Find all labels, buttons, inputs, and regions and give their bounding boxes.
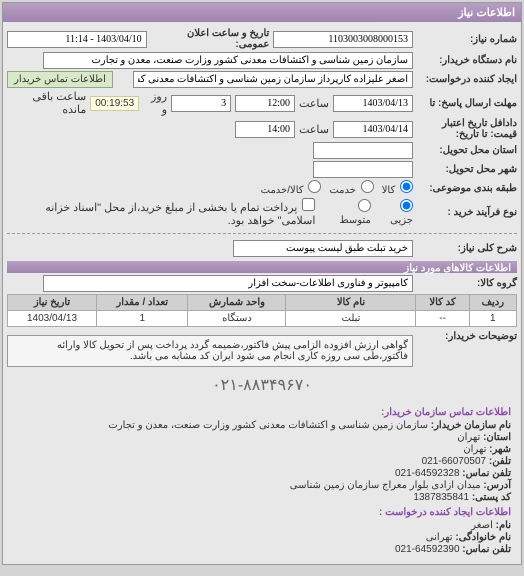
cell-unit: دستگاه (188, 311, 286, 327)
line-fname: نام: اصغر (13, 520, 511, 531)
line-city: شهر: تهران (13, 444, 511, 455)
row-city: شهر محل تحویل: (7, 161, 517, 178)
goods-header: اطلاعات کالاهای مورد نیاز (7, 261, 517, 273)
line-phone: تلفن: 66070507-021 (13, 456, 511, 467)
note-text: گواهی ارزش افزوده الزامی پیش فاکتور،ضمیم… (7, 335, 413, 367)
cell-n: 1 (469, 311, 516, 327)
creator-header: اطلاعات ایجاد کننده درخواست : (13, 507, 511, 518)
timer-remaining: 00:19:53 (90, 96, 139, 111)
line-cphone: تلفن نماس: 64592390-021 (13, 544, 511, 555)
line-province: استان: تهران (13, 432, 511, 443)
label-deadline: مهلت ارسال پاسخ: تا (417, 98, 517, 109)
th-0: ردیف (469, 295, 516, 311)
input-creator[interactable] (133, 71, 413, 88)
label-time-2: ساعت (299, 123, 329, 136)
checkbox-partial[interactable]: پرداخت تمام یا بخشی از مبلغ خرید،از محل … (7, 198, 315, 227)
row-validity: دادافل تاریخ اعتبار قیمت: تا تاریخ: ساعت (7, 118, 517, 140)
fax-large: ۰۲۱-۸۸۳۴۹۶۷۰ (7, 375, 517, 395)
row-budget: طبقه بندی موضوعی: کالا خدمت کالا/خدمت (7, 180, 517, 196)
label-city: شهر محل تحویل: (417, 164, 517, 175)
label-province: استان محل تحویل: (417, 145, 517, 156)
label-budget: طبقه بندی موضوعی: (417, 183, 517, 194)
label-creator: ایجاد کننده درخواست: (417, 74, 517, 85)
label-buyer: نام دستگاه خریدار: (417, 55, 517, 66)
radio-khedmat[interactable]: خدمت (329, 180, 373, 196)
line-post: کد پستی: 1387835841 (13, 492, 511, 503)
label-process: نوع فرآیند خرید : (417, 207, 517, 218)
label-note: توضیحات خریدار: (417, 331, 517, 342)
cell-qty: 1 (97, 311, 188, 327)
input-group[interactable] (43, 275, 413, 292)
input-days[interactable] (171, 95, 231, 112)
cell-name: تبلت (286, 311, 416, 327)
th-1: کد کالا (416, 295, 469, 311)
input-deadline-date[interactable] (333, 95, 413, 112)
main-panel: اطلاعات نیاز شماره نیاز: تاریخ و ساعت اع… (2, 2, 522, 565)
radio-jozee[interactable]: جزیی (379, 199, 413, 226)
panel-body: شماره نیاز: تاریخ و ساعت اعلان عمومی: نا… (3, 22, 521, 564)
label-price-until: قیمت: تا تاریخ: (417, 129, 517, 140)
row-province: استان محل تحویل: (7, 142, 517, 159)
line-org: نام سازمان خریدار: سازمان زمین شناسی و ا… (13, 420, 511, 431)
radio-motavaset[interactable]: متوسط (329, 199, 370, 226)
label-group: گروه کالا: (417, 278, 517, 289)
row-note: توضیحات خریدار: گواهی ارزش افزوده الزامی… (7, 331, 517, 371)
th-5: تاریخ نیاز (8, 295, 97, 311)
row-process: نوع فرآیند خرید : جزیی متوسط پرداخت تمام… (7, 198, 517, 227)
input-province[interactable] (313, 142, 413, 159)
input-validity-time[interactable] (235, 121, 295, 138)
row-deadline: مهلت ارسال پاسخ: تا ساعت روز و 00:19:53 … (7, 90, 517, 116)
th-2: نام کالا (286, 295, 416, 311)
input-desc[interactable] (233, 240, 413, 257)
input-validity-date[interactable] (333, 121, 413, 138)
row-group: گروه کالا: (7, 275, 517, 292)
input-reqno[interactable] (273, 31, 413, 48)
line-fax: تلفن نماس: 64592328-021 (13, 468, 511, 479)
th-4: تعداد / مقدار (97, 295, 188, 311)
label-announce: تاریخ و ساعت اعلان عمومی: (151, 28, 270, 50)
label-validity: دادافل تاریخ اعتبار (417, 118, 517, 129)
panel-title: اطلاعات نیاز (3, 3, 521, 22)
label-time-1: ساعت (299, 97, 329, 110)
table-header-row: ردیف کد کالا نام کالا واحد شمارش تعداد /… (8, 295, 517, 311)
contact-section: اطلاعات تماس سازمان خریدار: نام سازمان خ… (7, 399, 517, 560)
row-reqno: شماره نیاز: تاریخ و ساعت اعلان عمومی: (7, 28, 517, 50)
contact-header: اطلاعات تماس سازمان خریدار: (13, 407, 511, 418)
label-days: روز و (143, 90, 167, 116)
line-address: آدرس: میدان ازادی بلوار معراج سازمان زمی… (13, 480, 511, 491)
input-deadline-time[interactable] (235, 95, 295, 112)
table-row[interactable]: 1 -- تبلت دستگاه 1 1403/04/13 (8, 311, 517, 327)
input-buyer[interactable] (43, 52, 413, 69)
contact-link[interactable]: اطلاعات تماس خریدار (7, 71, 113, 88)
radio-both[interactable]: کالا/خدمت (261, 180, 322, 196)
label-desc: شرح کلی نیاز: (417, 243, 517, 254)
cell-code: -- (416, 311, 469, 327)
label-reqno: شماره نیاز: (417, 34, 517, 45)
row-desc: شرح کلی نیاز: (7, 240, 517, 257)
line-lname: نام خانوادگی: تهرانی (13, 532, 511, 543)
divider-line (7, 233, 517, 234)
input-city[interactable] (313, 161, 413, 178)
row-creator: ایجاد کننده درخواست: اطلاعات تماس خریدار (7, 71, 517, 88)
row-buyer: نام دستگاه خریدار: (7, 52, 517, 69)
goods-table: ردیف کد کالا نام کالا واحد شمارش تعداد /… (7, 294, 517, 327)
input-announce[interactable] (7, 31, 147, 48)
label-remaining: ساعت باقی مانده (7, 90, 86, 116)
radio-kala[interactable]: کالا (382, 180, 413, 196)
budget-radio-group: کالا خدمت کالا/خدمت (261, 180, 413, 196)
cell-date: 1403/04/13 (8, 311, 97, 327)
th-3: واحد شمارش (188, 295, 286, 311)
process-radio-group: جزیی متوسط (329, 199, 413, 226)
